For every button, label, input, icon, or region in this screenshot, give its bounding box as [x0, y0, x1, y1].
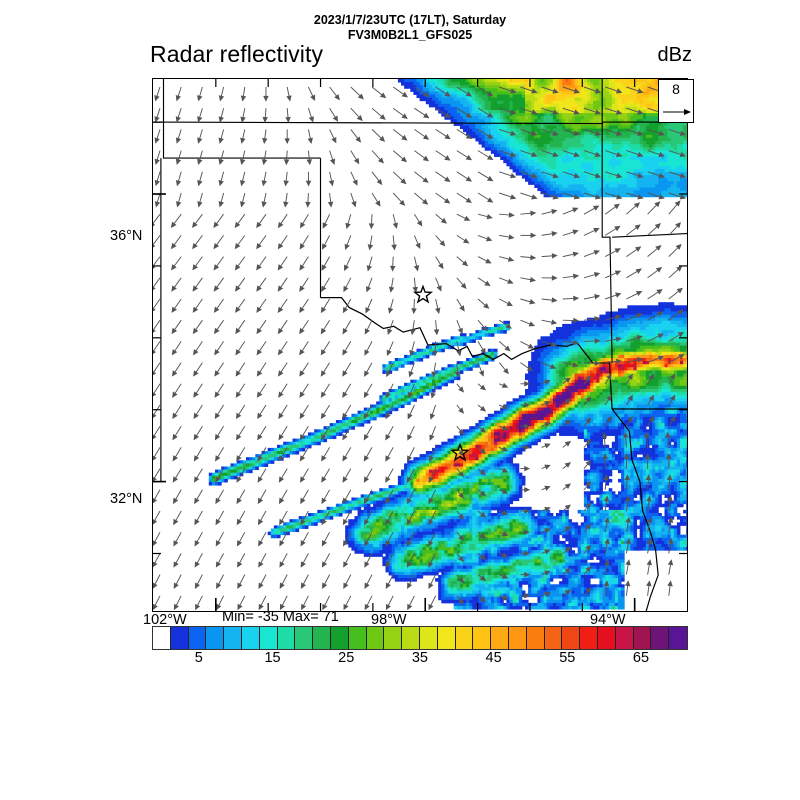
colorbar-cell [206, 627, 225, 649]
colorbar-cell [508, 627, 527, 649]
colorbar-cell [384, 627, 403, 649]
colorbar-cell [669, 627, 687, 649]
map-canvas [153, 79, 687, 611]
axis-label-lon-102: 102°W [143, 612, 187, 628]
reflectivity-field [208, 79, 687, 610]
min-max-annotation: Min= -35 Max= 71 [222, 609, 339, 625]
colorbar-cell [188, 627, 207, 649]
axis-label-lat-36: 36°N [110, 228, 143, 244]
colorbar-units-label: dBz [657, 44, 692, 66]
colorbar-cell [615, 627, 634, 649]
colorbar-tick: 45 [485, 650, 502, 666]
colorbar-cell [419, 627, 438, 649]
figure-datetime-title: 2023/1/7/23UTC (17LT), Saturday [313, 13, 507, 27]
colorbar-cell [224, 627, 242, 649]
colorbar-cell [455, 627, 474, 649]
map-plot-area [152, 78, 688, 612]
colorbar-cell [526, 627, 545, 649]
colorbar-cell [651, 627, 670, 649]
axis-label-lon-94: 94°W [590, 612, 626, 628]
colorbar-cell [562, 627, 581, 649]
colorbar-cell [241, 627, 260, 649]
wind-vector-field [153, 86, 687, 611]
colorbar-cell [402, 627, 420, 649]
station-markers [412, 284, 471, 462]
page-title: Radar reflectivity [150, 41, 324, 67]
colorbar-tick: 35 [411, 650, 428, 666]
colorbar-tick: 25 [338, 650, 355, 666]
colorbar-cell [313, 627, 331, 649]
wind-vector-key-value: 8 [672, 81, 680, 97]
wind-vector-key: 8 [658, 79, 694, 123]
colorbar-tick: 15 [264, 650, 281, 666]
colorbar-cell [170, 627, 189, 649]
colorbar-cell [366, 627, 385, 649]
axis-label-lat-32: 32°N [110, 491, 143, 507]
colorbar-tick: 5 [194, 650, 203, 666]
colorbar-cell [259, 627, 278, 649]
colorbar-cell [153, 627, 171, 649]
star-icon [412, 284, 434, 304]
colorbar-cell [348, 627, 367, 649]
state-boundaries [153, 79, 687, 611]
figure-model-title: FV3M0B2L1_GFS025 [347, 28, 473, 42]
colorbar-cell [330, 627, 349, 649]
colorbar-cell [544, 627, 563, 649]
colorbar-cell [633, 627, 652, 649]
colorbar-tick: 55 [559, 650, 576, 666]
right-arrow-icon [663, 109, 691, 115]
colorbar [152, 626, 688, 650]
colorbar-cell [295, 627, 314, 649]
colorbar-cell [437, 627, 456, 649]
axis-label-lon-98: 98°W [371, 612, 407, 628]
colorbar-cell [473, 627, 492, 649]
colorbar-cell [597, 627, 616, 649]
colorbar-cell [277, 627, 296, 649]
colorbar-cell [580, 627, 598, 649]
colorbar-cell [491, 627, 509, 649]
colorbar-tick: 65 [632, 650, 650, 666]
star-icon [449, 442, 471, 462]
